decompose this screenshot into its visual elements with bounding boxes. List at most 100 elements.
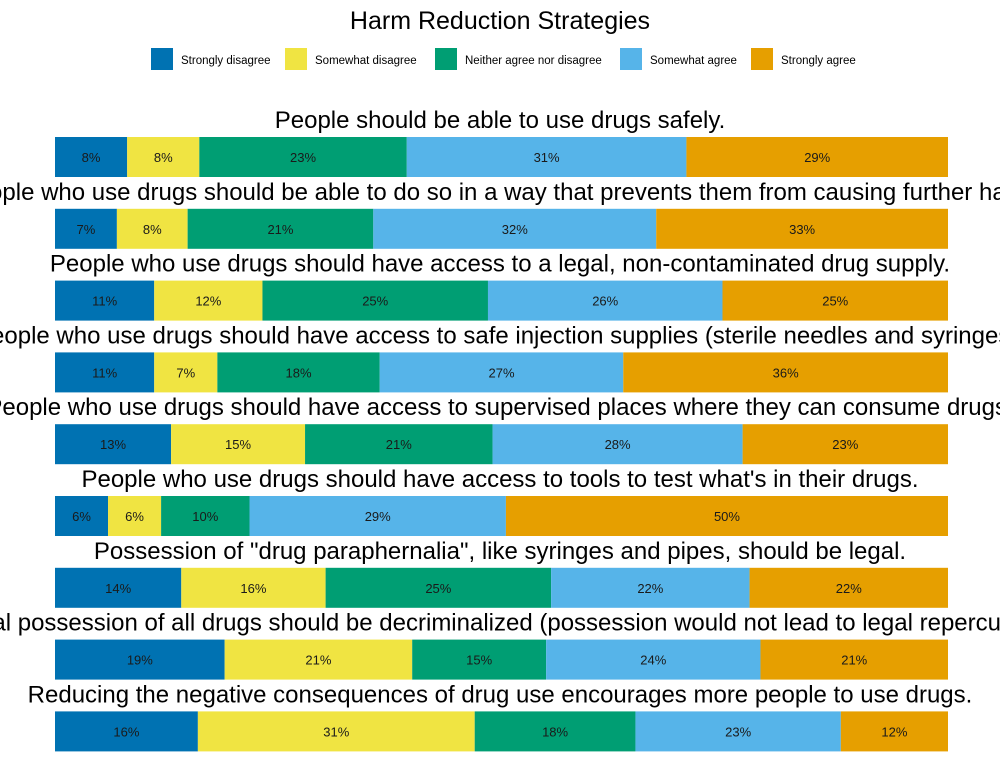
legend-label: Somewhat disagree: [315, 55, 417, 67]
data-label: 22%: [836, 581, 862, 596]
data-label: 8%: [82, 150, 101, 165]
data-label: 6%: [72, 509, 91, 524]
data-label: 23%: [290, 150, 316, 165]
question-label: People should be able to use drugs safel…: [275, 107, 726, 134]
data-label: 36%: [773, 365, 799, 380]
bar-segment: [55, 424, 172, 465]
bar-segment: [635, 711, 841, 752]
bar-segment: [55, 208, 117, 249]
bar-segment: [656, 208, 948, 249]
bar-segment: [686, 137, 948, 177]
data-label: 6%: [125, 509, 144, 524]
data-label: 27%: [488, 365, 514, 380]
bar-row: People who use drugs should have access …: [50, 251, 950, 321]
bar-segment: [505, 496, 948, 536]
data-label: 14%: [105, 581, 131, 596]
data-label: 32%: [502, 222, 528, 237]
bar-segment: [55, 352, 155, 393]
bar-row: Possession of "drug paraphernalia", like…: [55, 538, 948, 608]
bar-segment: [742, 424, 948, 465]
legend-item: Somewhat agree: [620, 48, 737, 70]
data-label: 33%: [789, 222, 815, 237]
question-label: Personal possession of all drugs should …: [0, 610, 1000, 637]
bar-segment: [55, 711, 198, 752]
legend-swatch: [751, 48, 773, 70]
legend-label: Strongly disagree: [181, 55, 271, 67]
bar-row: People who use drugs should have access …: [0, 322, 1000, 393]
bar-segment: [623, 352, 948, 393]
data-label: 21%: [305, 653, 331, 668]
data-label: 15%: [225, 437, 251, 452]
data-label: 25%: [362, 294, 388, 309]
bar-segment: [487, 280, 723, 321]
bar-row: People should be able to use drugs safel…: [55, 107, 948, 177]
data-label: 26%: [592, 294, 618, 309]
data-label: 24%: [640, 653, 666, 668]
data-label: 16%: [113, 724, 139, 739]
data-label: 50%: [714, 509, 740, 524]
bar-segment: [108, 496, 162, 536]
question-label: People who use drugs should be able to d…: [0, 179, 1000, 206]
question-label: Possession of "drug paraphernalia", like…: [94, 538, 906, 565]
data-label: 12%: [195, 294, 221, 309]
data-label: 8%: [143, 222, 162, 237]
question-label: People who use drugs should have access …: [81, 466, 918, 493]
data-label: 21%: [386, 437, 412, 452]
data-label: 7%: [77, 222, 96, 237]
data-label: 13%: [100, 437, 126, 452]
bar-segment: [262, 280, 488, 321]
data-label: 15%: [466, 653, 492, 668]
data-label: 31%: [323, 724, 349, 739]
data-label: 31%: [534, 150, 560, 165]
bar-segment: [760, 639, 948, 680]
data-label: 10%: [192, 509, 218, 524]
bar-segment: [154, 352, 218, 393]
data-label: 29%: [804, 150, 830, 165]
bar-segment: [546, 639, 761, 680]
bar-row: Personal possession of all drugs should …: [0, 610, 1000, 680]
data-label: 11%: [92, 365, 117, 380]
bar-row: Reducing the negative consequences of dr…: [28, 681, 973, 752]
chart-title: Harm Reduction Strategies: [350, 7, 650, 35]
legend-label: Strongly agree: [781, 55, 856, 67]
legend-label: Somewhat agree: [650, 55, 737, 67]
bar-segment: [249, 496, 506, 536]
data-label: 21%: [267, 222, 293, 237]
bar-segment: [171, 424, 306, 465]
data-label: 18%: [542, 724, 568, 739]
bar-segment: [412, 639, 547, 680]
bar-segment: [379, 352, 624, 393]
data-label: 29%: [365, 509, 391, 524]
legend-swatch: [151, 48, 173, 70]
legend-swatch: [620, 48, 642, 70]
bar-row: People who use drugs should be able to d…: [0, 179, 1000, 249]
data-label: 18%: [286, 365, 312, 380]
data-label: 22%: [637, 581, 663, 596]
data-label: 23%: [832, 437, 858, 452]
data-label: 21%: [841, 653, 867, 668]
bar-segment: [840, 711, 948, 752]
question-label: People who use drugs should have access …: [0, 322, 1000, 349]
bar-segment: [722, 280, 948, 321]
bar-segment: [55, 137, 128, 177]
bar-segment: [55, 639, 225, 680]
legend-label: Neither agree nor disagree: [465, 55, 602, 67]
question-label: Reducing the negative consequences of dr…: [28, 681, 973, 708]
bar-segment: [551, 567, 750, 608]
bar-rows: People should be able to use drugs safel…: [0, 107, 1000, 752]
bar-segment: [224, 639, 413, 680]
bar-segment: [217, 352, 380, 393]
bar-segment: [116, 208, 188, 249]
data-label: 23%: [725, 724, 751, 739]
bar-row: People who use drugs should have access …: [0, 394, 1000, 465]
legend-item: Strongly disagree: [151, 48, 271, 70]
data-label: 25%: [822, 294, 848, 309]
legend-swatch: [435, 48, 457, 70]
data-label: 16%: [240, 581, 266, 596]
legend-item: Neither agree nor disagree: [435, 48, 602, 70]
bar-segment: [197, 711, 475, 752]
bar-segment: [55, 567, 182, 608]
data-label: 12%: [881, 724, 907, 739]
bar-segment: [161, 496, 250, 536]
